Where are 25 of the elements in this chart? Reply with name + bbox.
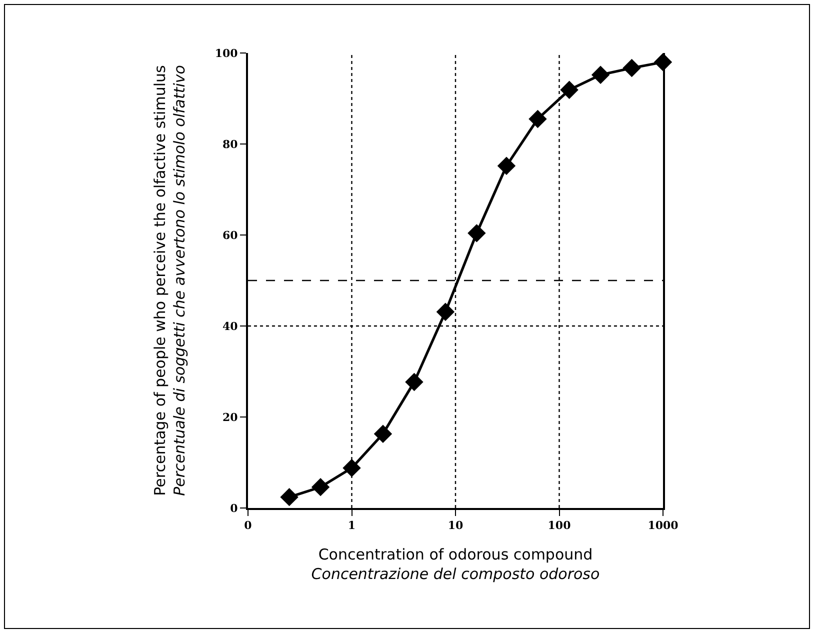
point <box>311 478 330 496</box>
x-axis-title: Concentration of odorous compound Concentrazione del composto odoroso <box>311 546 600 584</box>
y-tick-label: 20 <box>222 410 238 424</box>
y-tick-label: 0 <box>230 502 238 515</box>
point <box>497 156 516 175</box>
point <box>280 488 298 506</box>
x-tick-label: 1000 <box>648 519 679 532</box>
point <box>560 80 578 99</box>
point <box>342 458 361 478</box>
point <box>405 372 424 392</box>
y-tick-label: 100 <box>214 46 238 60</box>
point <box>468 224 486 242</box>
point <box>622 58 641 78</box>
y-tick-label: 60 <box>222 228 238 242</box>
x-tick-label: 1 <box>348 519 356 532</box>
point <box>374 424 392 443</box>
y-tick-label: 80 <box>222 138 238 151</box>
point <box>436 302 455 321</box>
point <box>528 110 547 128</box>
x-tick-label: 0 <box>244 519 252 532</box>
y-tick-label: 40 <box>222 320 238 333</box>
y-axis-title: Percentage of people who perceive the olfactive stimulus Percentuale di soggetti che avvertono lo stimolo olfattivo <box>151 64 189 496</box>
x-tick-label: 100 <box>548 519 572 532</box>
x-tick-label: 10 <box>448 519 464 532</box>
point <box>591 66 610 84</box>
